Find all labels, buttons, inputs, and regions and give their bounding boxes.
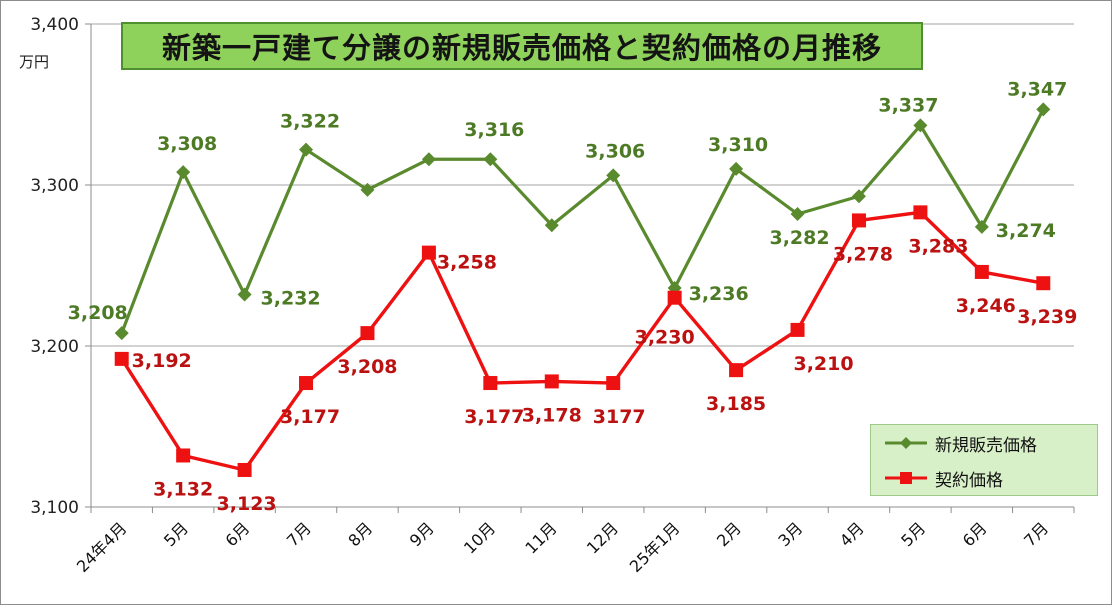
data-point-diamond (483, 152, 498, 167)
data-point-diamond (237, 287, 252, 302)
x-tick-label: 6月 (959, 518, 991, 550)
data-label: 3,278 (833, 243, 893, 265)
data-point-diamond (360, 182, 375, 197)
x-tick-label: 7月 (283, 518, 315, 550)
data-point-square (790, 322, 805, 337)
data-label: 3177 (593, 406, 646, 428)
data-label: 3,246 (956, 295, 1016, 317)
y-axis-unit: 万円 (19, 53, 50, 71)
x-tick-label: 9月 (406, 518, 438, 550)
data-point-square (1036, 276, 1051, 291)
y-tick-label: 3,200 (30, 337, 79, 357)
legend: 新規販売価格 契約価格 (870, 424, 1098, 496)
data-label: 3,208 (68, 302, 128, 324)
data-point-square (913, 205, 928, 220)
legend-item-contract: 契約価格 (883, 466, 1003, 491)
data-label: 3,316 (464, 119, 524, 141)
data-label: 3,337 (878, 94, 938, 116)
data-label: 3,232 (261, 287, 321, 309)
legend-marker-square-icon (885, 472, 927, 484)
data-point-diamond (851, 189, 866, 204)
x-tick-label: 8月 (344, 518, 376, 550)
x-tick-label: 11月 (521, 518, 560, 557)
data-point-square (176, 448, 191, 463)
data-label: 3,282 (769, 227, 829, 249)
data-label: 3,239 (1017, 306, 1077, 328)
y-tick-label: 3,400 (30, 15, 79, 35)
data-point-square (421, 245, 436, 260)
series-line (120, 108, 1045, 334)
data-label: 3,322 (280, 111, 340, 133)
data-point-square (360, 326, 375, 341)
data-point-square (851, 213, 866, 228)
y-tick-label: 3,300 (30, 176, 79, 196)
data-point-diamond (421, 152, 436, 167)
data-label: 3,236 (689, 283, 749, 305)
data-label: 3,258 (437, 252, 497, 274)
data-label: 3,178 (522, 404, 582, 426)
data-label: 3,230 (635, 327, 695, 349)
legend-item-new-sale: 新規販売価格 (883, 431, 1037, 456)
data-label: 3,177 (280, 406, 340, 428)
data-point-square (544, 374, 559, 389)
data-label: 3,208 (337, 356, 397, 378)
x-tick-label: 7月 (1020, 518, 1052, 550)
x-tick-label: 3月 (774, 518, 806, 550)
data-label: 3,310 (708, 134, 768, 156)
data-label: 3,347 (1007, 78, 1067, 100)
chart-title-box: 新築一戸建て分譲の新規販売価格と契約価格の月推移 (121, 22, 923, 70)
data-label: 3,308 (157, 133, 217, 155)
data-point-square (974, 264, 989, 279)
data-point-diamond (299, 142, 314, 157)
y-tick-label: 3,100 (30, 498, 79, 518)
data-point-square (114, 351, 129, 366)
data-point-square (606, 376, 621, 391)
data-point-square (667, 290, 682, 305)
x-tick-label: 12月 (583, 518, 622, 557)
data-label: 3,185 (706, 393, 766, 415)
legend-marker-diamond-icon (885, 437, 927, 449)
data-label: 3,306 (585, 140, 645, 162)
x-tick-label: 25年1月 (626, 518, 684, 576)
data-label: 3,274 (996, 220, 1056, 242)
x-tick-label: 6月 (221, 518, 253, 550)
data-point-diamond (606, 168, 621, 183)
data-point-diamond (1036, 102, 1051, 117)
series-line (120, 210, 1044, 472)
data-point-square (299, 376, 314, 391)
data-label: 3,210 (793, 353, 853, 375)
data-point-diamond (974, 219, 989, 234)
data-point-diamond (176, 165, 191, 180)
data-label: 3,123 (217, 493, 277, 515)
x-tick-label: 10月 (460, 518, 499, 557)
legend-label-contract: 契約価格 (935, 470, 1003, 491)
data-label: 3,192 (132, 350, 192, 372)
x-tick-label: 4月 (836, 518, 868, 550)
x-tick-label: 24年4月 (73, 518, 131, 576)
x-tick-label: 5月 (897, 518, 929, 550)
data-point-diamond (790, 206, 805, 221)
data-point-diamond (114, 326, 129, 341)
x-tick-label: 5月 (160, 518, 192, 550)
data-point-square (237, 462, 252, 477)
chart-title: 新築一戸建て分譲の新規販売価格と契約価格の月推移 (161, 31, 882, 65)
data-point-diamond (913, 118, 928, 133)
data-label: 3,132 (153, 478, 213, 500)
data-point-diamond (544, 218, 559, 233)
data-label: 3,177 (464, 406, 524, 428)
x-tick-label: 2月 (713, 518, 745, 550)
data-point-square (483, 376, 498, 391)
data-point-diamond (729, 161, 744, 176)
data-label: 3,283 (908, 235, 968, 257)
data-point-square (729, 363, 744, 378)
legend-label-new-sale: 新規販売価格 (935, 435, 1037, 456)
